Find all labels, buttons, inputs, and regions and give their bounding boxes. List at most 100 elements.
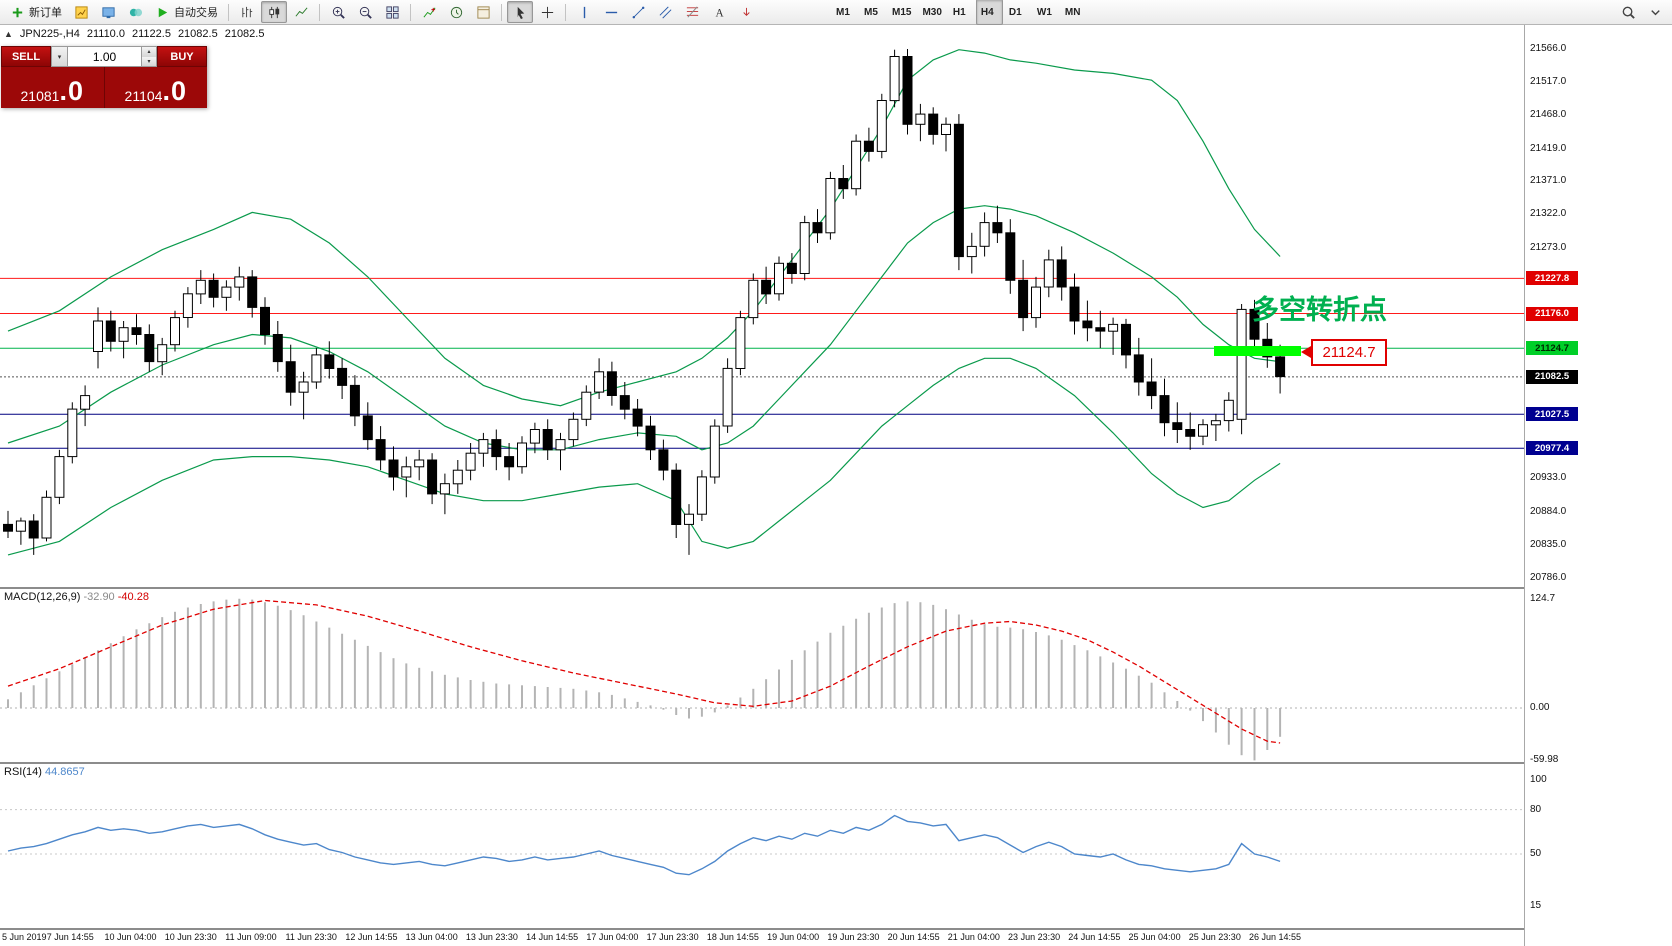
candle-body <box>774 262 784 295</box>
candle-body <box>902 56 913 125</box>
sell-price[interactable]: 21081 .0 <box>1 67 105 108</box>
time-axis[interactable]: 5 Jun 2019 7 Jun 14:55 10 Jun 04:00 10 Jun … <box>0 930 1524 946</box>
price-axis-tag: 21176.0 <box>1526 306 1578 321</box>
arrow-down-icon <box>738 4 754 20</box>
candle-body <box>632 408 643 427</box>
candle-body <box>1031 286 1041 319</box>
timeframe-h4-button[interactable]: H4 <box>975 0 1003 25</box>
chart-canvas[interactable] <box>0 0 1524 946</box>
candle-body <box>221 286 232 298</box>
volume-up-icon[interactable]: ▴ <box>142 47 156 57</box>
volume-stepper[interactable]: ▴ ▾ <box>142 46 157 67</box>
time-axis-label: 11 Jun 09:00 <box>225 932 277 942</box>
macd-header: MACD(12,26,9) -32.90 -40.28 <box>4 591 149 603</box>
time-axis-label: 26 Jun 14:55 <box>1249 932 1302 942</box>
candle-body <box>851 140 862 190</box>
one-click-panel-toggle-icon[interactable]: ▲ <box>4 29 13 39</box>
autotrading-button[interactable]: 自动交易 <box>149 1 223 23</box>
templates-button[interactable] <box>470 1 496 23</box>
new-order-icon <box>9 4 25 20</box>
price-axis[interactable]: 21566.0 21517.0 21468.0 21419.0 21371.0 21322… <box>1524 25 1672 946</box>
search-button[interactable] <box>1615 1 1641 23</box>
candle-body <box>606 371 617 396</box>
cursor-button[interactable] <box>507 1 533 23</box>
candle-body <box>889 56 900 102</box>
volume-dropdown-button[interactable]: ▾ <box>51 46 68 67</box>
volume-input[interactable]: 1.00 <box>68 46 142 67</box>
panel-separator[interactable] <box>0 762 1672 764</box>
arrows-button[interactable] <box>733 1 759 23</box>
vertical-line-icon <box>576 4 592 20</box>
timeframe-mn-button[interactable]: MN <box>1064 6 1081 18</box>
candle-body <box>542 429 553 451</box>
chevron-down-icon <box>1647 4 1663 20</box>
trendline-button[interactable] <box>625 1 651 23</box>
timeframe-m30-button[interactable]: M30 <box>922 6 942 18</box>
turning-point-annotation[interactable]: 多空转折点 <box>1252 295 1387 325</box>
timeframe-w1-button[interactable]: W1 <box>1036 6 1052 18</box>
horizontal-line-button[interactable] <box>598 1 624 23</box>
bar-chart-icon <box>239 4 255 20</box>
candle-body <box>247 276 258 308</box>
macd-signal-line <box>7 599 1281 744</box>
candle-body <box>1249 308 1260 340</box>
timeframe-m15-button[interactable]: M15 <box>892 6 912 18</box>
timeframe-m1-button[interactable]: M1 <box>836 6 850 18</box>
templates-icon <box>475 4 491 20</box>
crosshair-button[interactable] <box>534 1 560 23</box>
candle-body <box>1210 420 1221 426</box>
bar-chart-button[interactable] <box>234 1 260 23</box>
time-axis-label: 13 Jun 04:00 <box>405 932 458 942</box>
new-order-button[interactable]: 新订单 <box>4 1 67 23</box>
text-button[interactable]: A <box>706 1 732 23</box>
timeframe-m5-button[interactable]: M5 <box>864 6 878 18</box>
tile-windows-button[interactable] <box>379 1 405 23</box>
candle-body <box>953 123 964 258</box>
toolbar-options-button[interactable] <box>1642 1 1668 23</box>
rsi-title: RSI(14) <box>4 766 42 778</box>
profiles-button[interactable] <box>95 1 121 23</box>
panel-separator[interactable] <box>0 587 1672 589</box>
price-tag-label[interactable]: 21124.7 <box>1311 339 1387 366</box>
candle-body <box>504 456 515 468</box>
candle-body <box>568 418 579 441</box>
buy-button[interactable]: BUY <box>157 46 207 67</box>
time-axis-label: 19 Jun 23:30 <box>827 932 880 942</box>
line-chart-icon <box>293 4 309 20</box>
candle-body <box>388 459 399 478</box>
price-axis-label: 20786.0 <box>1530 572 1567 583</box>
candle-body <box>941 123 951 136</box>
candle-body <box>645 425 656 451</box>
market-watch-button[interactable] <box>122 1 148 23</box>
new-chart-icon <box>73 4 89 20</box>
candle-body <box>349 384 360 417</box>
periods-button[interactable] <box>443 1 469 23</box>
channel-button[interactable] <box>652 1 678 23</box>
candle-body <box>876 100 887 152</box>
channel-icon <box>657 4 673 20</box>
time-axis-label: 24 Jun 14:55 <box>1068 932 1121 942</box>
zoom-in-button[interactable] <box>325 1 351 23</box>
candlestick-chart-button[interactable] <box>261 1 287 23</box>
candle-body <box>761 279 772 295</box>
candle-body <box>105 320 116 342</box>
volume-down-icon[interactable]: ▾ <box>142 56 156 66</box>
price-axis-tag: 21027.5 <box>1526 407 1578 422</box>
indicators-button[interactable] <box>416 1 442 23</box>
macd-axis-label: -59.98 <box>1530 754 1559 766</box>
new-chart-button[interactable] <box>68 1 94 23</box>
cursor-icon <box>512 4 528 20</box>
fibonacci-button[interactable] <box>679 1 705 23</box>
timeframe-h1-button[interactable]: H1 <box>952 6 966 18</box>
buy-price[interactable]: 21104 .0 <box>105 67 208 108</box>
timeframe-d1-button[interactable]: D1 <box>1008 6 1022 18</box>
price-axis-label: 21566.0 <box>1530 43 1567 54</box>
vertical-line-button[interactable] <box>571 1 597 23</box>
bollinger-middle <box>7 205 1281 451</box>
sell-button[interactable]: SELL <box>1 46 51 67</box>
line-chart-button[interactable] <box>288 1 314 23</box>
zoom-out-button[interactable] <box>352 1 378 23</box>
highlight-rectangle-object[interactable] <box>1214 346 1301 356</box>
candle-body <box>478 439 489 454</box>
